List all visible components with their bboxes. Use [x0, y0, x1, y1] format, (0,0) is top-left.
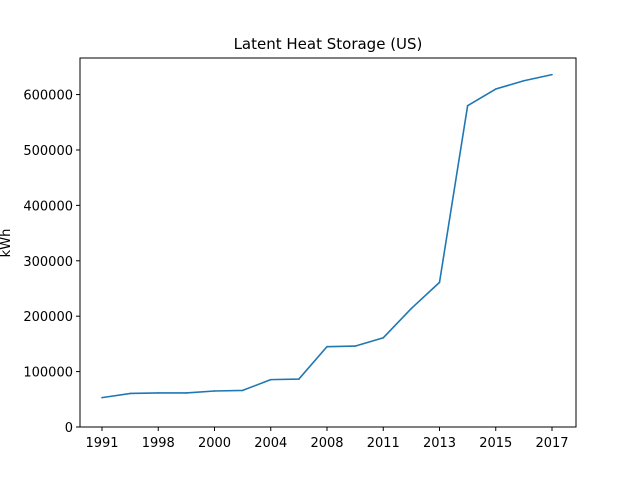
x-tick-label: 2015 [479, 436, 512, 451]
data-point [185, 392, 188, 394]
data-point [213, 390, 216, 392]
y-axis: 0 100000 200000 300000 400000 500000 600000 [23, 89, 80, 436]
data-point [382, 336, 385, 339]
y-tick-label: 100000 [23, 366, 73, 381]
x-tick-label: 2008 [310, 436, 343, 451]
data-point [466, 104, 469, 107]
data-point [298, 378, 300, 380]
y-tick-label: 500000 [23, 144, 73, 159]
x-tick-label: 2011 [367, 436, 400, 451]
x-tick-label: 2000 [198, 436, 231, 451]
y-tick-label: 200000 [23, 310, 73, 325]
data-point [101, 396, 103, 399]
y-axis-label: kWh [0, 229, 14, 258]
chart-title: Latent Heat Storage (US) [234, 35, 423, 53]
data-point [523, 79, 525, 82]
data-point [551, 73, 553, 76]
data-point [438, 281, 441, 284]
data-point [241, 389, 244, 392]
data-point [269, 378, 272, 381]
y-tick-label: 0 [65, 421, 73, 436]
y-tick-label: 300000 [23, 255, 73, 270]
data-point [326, 345, 328, 348]
x-tick-label: 1991 [85, 436, 118, 451]
data-point [494, 88, 497, 90]
x-tick-label: 1998 [142, 436, 175, 451]
y-tick-label: 600000 [23, 89, 73, 104]
plot-frame [79, 57, 577, 428]
x-tick-label: 2004 [254, 436, 287, 451]
data-point [157, 392, 160, 394]
x-tick-label: 2013 [423, 436, 456, 451]
data-point [129, 392, 131, 395]
x-axis: 1991 1998 2000 2004 2008 2011 2013 2015 2017 [85, 427, 569, 451]
series-group [101, 73, 553, 399]
y-tick-label: 400000 [23, 199, 73, 214]
data-point [354, 345, 356, 347]
x-tick-label: 2017 [535, 436, 568, 451]
data-point [410, 307, 413, 310]
